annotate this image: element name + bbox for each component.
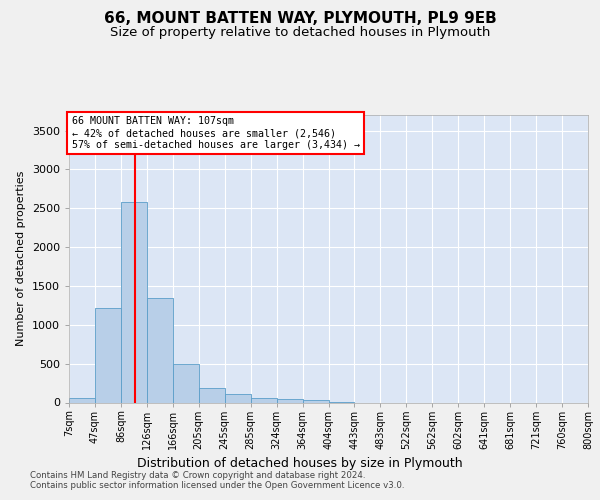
Bar [147, 298, 173, 403]
Bar [251, 398, 277, 402]
Bar [69, 398, 95, 402]
Bar [173, 364, 199, 403]
Bar [225, 394, 251, 402]
Text: 66, MOUNT BATTEN WAY, PLYMOUTH, PL9 9EB: 66, MOUNT BATTEN WAY, PLYMOUTH, PL9 9EB [104, 11, 496, 26]
Bar [95, 308, 121, 402]
Bar [277, 398, 302, 402]
Text: 66 MOUNT BATTEN WAY: 107sqm
← 42% of detached houses are smaller (2,546)
57% of : 66 MOUNT BATTEN WAY: 107sqm ← 42% of det… [71, 116, 359, 150]
Text: Contains HM Land Registry data © Crown copyright and database right 2024.: Contains HM Land Registry data © Crown c… [30, 470, 365, 480]
Bar [302, 400, 329, 402]
Text: Distribution of detached houses by size in Plymouth: Distribution of detached houses by size … [137, 458, 463, 470]
Y-axis label: Number of detached properties: Number of detached properties [16, 171, 26, 346]
Text: Contains public sector information licensed under the Open Government Licence v3: Contains public sector information licen… [30, 480, 404, 490]
Bar [199, 388, 224, 402]
Bar [121, 202, 147, 402]
Text: Size of property relative to detached houses in Plymouth: Size of property relative to detached ho… [110, 26, 490, 39]
